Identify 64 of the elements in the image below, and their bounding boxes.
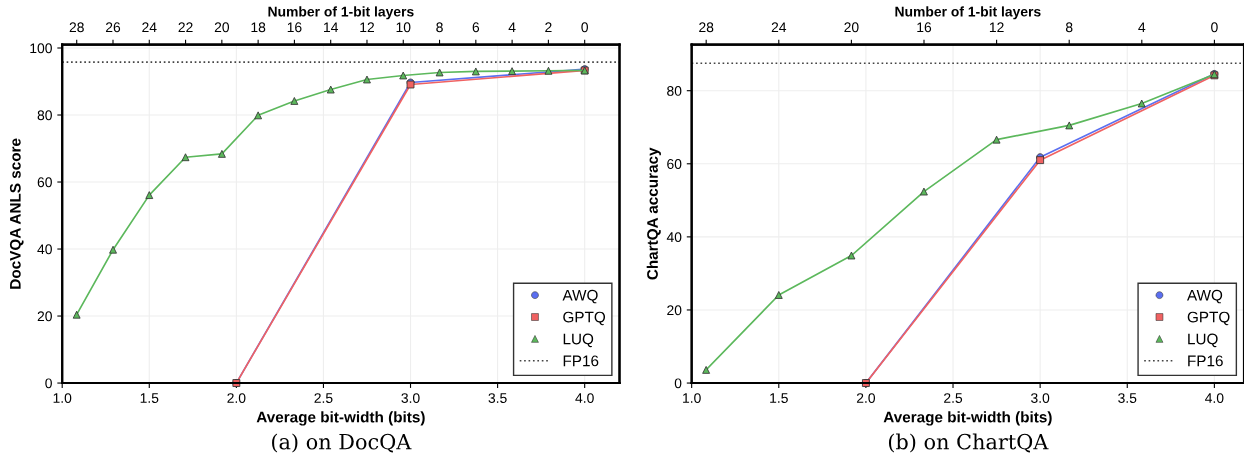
x2-tick-label: 22 bbox=[178, 22, 193, 33]
x2-tick-label: 2 bbox=[545, 22, 552, 33]
y-tick-label: 100 bbox=[30, 43, 52, 54]
text: (b) on ChartQA bbox=[888, 433, 1049, 453]
x2-tick-label: 8 bbox=[436, 22, 443, 33]
legend-label: AWQ bbox=[562, 289, 598, 304]
y-tick-label: 40 bbox=[37, 244, 52, 255]
legend-label: FP16 bbox=[1188, 355, 1223, 367]
legend-label: GPTQ bbox=[1187, 311, 1230, 326]
y-tick-label: 0 bbox=[674, 378, 682, 389]
x-tick-label: 2.5 bbox=[944, 393, 963, 403]
legend-label: LUQ bbox=[1188, 333, 1218, 348]
x-tick-label: 3.0 bbox=[1031, 393, 1050, 403]
y-tick-label: 20 bbox=[667, 305, 682, 316]
y-axis-title: DocVQA ANLS score bbox=[9, 138, 24, 289]
y-tick-label: 0 bbox=[45, 378, 52, 389]
legend-label: LUQ bbox=[563, 333, 594, 348]
legend-label: FP16 bbox=[563, 355, 599, 367]
x2-tick-label: 8 bbox=[1065, 22, 1073, 33]
x2-tick-label: 0 bbox=[581, 22, 588, 33]
x2-axis-title: Number of 1-bit layers bbox=[895, 6, 1041, 20]
x2-tick-label: 26 bbox=[105, 22, 121, 33]
x2-tick-label: 12 bbox=[989, 22, 1004, 33]
x-tick-label: 3.0 bbox=[401, 393, 420, 403]
x-tick-label: 1.5 bbox=[770, 393, 788, 403]
x2-tick-label: 12 bbox=[360, 22, 375, 33]
x-axis-title: Average bit-width (bits) bbox=[256, 411, 425, 426]
y-tick-label: 80 bbox=[37, 110, 52, 121]
legend-label: GPTQ bbox=[563, 311, 606, 326]
y-tick-label: 20 bbox=[37, 311, 52, 322]
x-tick-label: 2.5 bbox=[314, 393, 333, 403]
x2-tick-label: 0 bbox=[1211, 22, 1218, 33]
x2-tick-label: 10 bbox=[396, 22, 411, 33]
x2-tick-label: 16 bbox=[287, 22, 302, 33]
y-tick-label: 60 bbox=[37, 177, 52, 188]
x2-axis-title: Number of 1-bit layers bbox=[268, 6, 414, 20]
x-tick-label: 1.5 bbox=[140, 393, 159, 403]
x2-tick-label: 14 bbox=[324, 22, 339, 33]
x2-tick-label: 18 bbox=[251, 22, 266, 33]
x2-tick-label: 20 bbox=[214, 22, 230, 33]
text: (a) on DocQA bbox=[272, 433, 412, 453]
x2-tick-label: 6 bbox=[472, 22, 480, 33]
y-tick-label: 40 bbox=[666, 232, 682, 243]
x2-tick-label: 4 bbox=[1138, 22, 1146, 33]
x-tick-label: 3.5 bbox=[488, 393, 507, 403]
x-tick-label: 3.5 bbox=[1118, 393, 1137, 403]
x-tick-label: 1.0 bbox=[683, 393, 701, 403]
x2-tick-label: 28 bbox=[69, 22, 84, 33]
x-tick-label: 2.0 bbox=[856, 393, 876, 403]
y-tick-label: 60 bbox=[667, 159, 682, 169]
y-axis-title: ChartQA accuracy bbox=[646, 147, 661, 280]
x2-tick-label: 16 bbox=[917, 22, 932, 33]
x2-tick-label: 28 bbox=[699, 22, 714, 33]
x-tick-label: 1.0 bbox=[53, 393, 72, 403]
x-tick-label: 2.0 bbox=[227, 393, 246, 403]
x2-tick-label: 4 bbox=[508, 22, 516, 33]
x-tick-label: 4.0 bbox=[1205, 393, 1224, 403]
x-axis-title: Average bit-width (bits) bbox=[883, 411, 1052, 426]
x-tick-label: 4.0 bbox=[575, 393, 594, 403]
x2-tick-label: 20 bbox=[844, 22, 859, 33]
y-tick-label: 80 bbox=[667, 86, 682, 96]
legend-label: AWQ bbox=[1186, 289, 1223, 304]
x2-tick-label: 24 bbox=[771, 22, 787, 33]
x2-tick-label: 24 bbox=[142, 22, 157, 33]
